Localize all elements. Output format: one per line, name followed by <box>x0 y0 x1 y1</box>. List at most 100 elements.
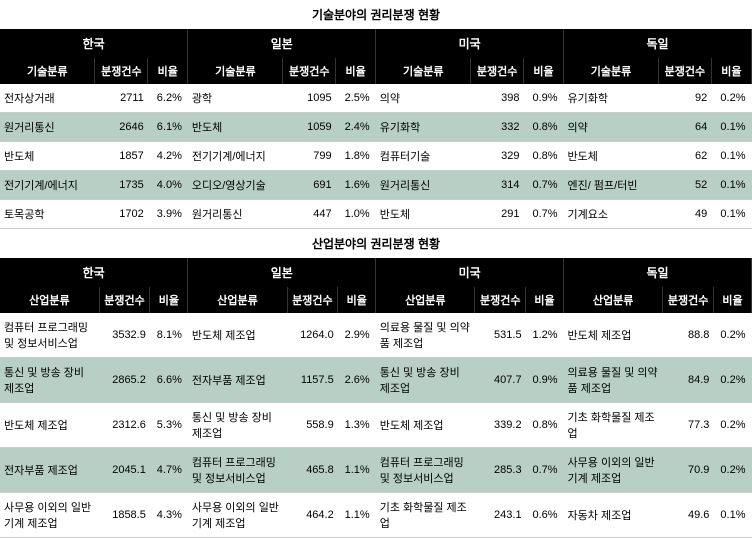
col-header: 비율 <box>148 58 188 84</box>
percent-cell: 5.3% <box>150 403 188 448</box>
col-header: 비율 <box>150 287 188 313</box>
country-header: 일본 <box>188 258 376 287</box>
count-cell: 1858.5 <box>99 493 150 538</box>
percent-cell: 8.1% <box>150 313 188 358</box>
count-cell: 84.9 <box>663 358 714 403</box>
count-cell: 49 <box>659 200 712 229</box>
col-header: 분쟁건수 <box>287 287 338 313</box>
count-cell: 64 <box>659 113 712 142</box>
col-header: 기술분류 <box>188 58 283 84</box>
table-row: 전기기계/에너지17354.0%오디오/영상기술6911.6%원거리통신3140… <box>0 171 752 200</box>
count-cell: 77.3 <box>663 403 714 448</box>
percent-cell: 6.6% <box>150 358 188 403</box>
percent-cell: 0.2% <box>713 358 751 403</box>
percent-cell: 2.5% <box>336 84 376 113</box>
col-header: 분쟁건수 <box>471 58 524 84</box>
percent-cell: 4.0% <box>148 171 188 200</box>
count-cell: 1157.5 <box>287 358 338 403</box>
col-header: 비율 <box>711 58 751 84</box>
percent-cell: 0.1% <box>711 142 751 171</box>
count-cell: 243.1 <box>475 493 526 538</box>
table-row: 컴퓨터 프로그래밍 및 정보서비스업3532.98.1% 반도체 제조업 1264.… <box>0 313 752 358</box>
country-header: 일본 <box>188 29 376 58</box>
col-header: 산업분류 <box>188 287 287 313</box>
category-cell: 컴퓨터 프로그래밍 및 정보서비스업 <box>376 448 475 493</box>
count-cell: 1264.0 <box>287 313 338 358</box>
count-cell: 447 <box>283 200 336 229</box>
col-header: 분쟁건수 <box>95 58 148 84</box>
count-cell: 92 <box>659 84 712 113</box>
count-cell: 558.9 <box>287 403 338 448</box>
category-cell: 유기화학 <box>564 84 659 113</box>
col-header: 산업분류 <box>564 287 663 313</box>
col-header: 분쟁건수 <box>659 58 712 84</box>
col-header: 비율 <box>713 287 751 313</box>
category-cell: 반도체 제조업 <box>564 313 663 358</box>
category-cell: 전기기계/에너지 <box>188 142 283 171</box>
section2-table: 한국 일본 미국 독일 산업분류 분쟁건수 비율 산업분류 분쟁건수 비율 산업… <box>0 258 752 538</box>
percent-cell: 0.1% <box>713 493 751 538</box>
category-cell: 자동차 제조업 <box>564 493 663 538</box>
percent-cell: 2.6% <box>338 358 376 403</box>
country-header: 미국 <box>376 29 564 58</box>
percent-cell: 0.2% <box>713 448 751 493</box>
section1-title: 기술분야의 권리분쟁 현황 <box>0 0 752 29</box>
col-header: 분쟁건수 <box>663 287 714 313</box>
percent-cell: 0.2% <box>711 84 751 113</box>
percent-cell: 2.9% <box>338 313 376 358</box>
table-row: 통신 및 방송 장비 제조업2865.26.6%전자부품 제조업1157.52.… <box>0 358 752 403</box>
percent-cell: 6.1% <box>148 113 188 142</box>
percent-cell: 0.1% <box>711 171 751 200</box>
country-header: 한국 <box>0 258 188 287</box>
category-cell: 원거리통신 <box>188 200 283 229</box>
category-cell: 오디오/영상기술 <box>188 171 283 200</box>
percent-cell: 4.7% <box>150 448 188 493</box>
percent-cell: 0.7% <box>523 200 563 229</box>
category-cell: 의료용 물질 및 의약품 제조업 <box>376 313 475 358</box>
category-cell: 반도체 <box>0 142 95 171</box>
count-cell: 291 <box>471 200 524 229</box>
category-cell: 엔진/ 펌프/터빈 <box>564 171 659 200</box>
count-cell: 2711 <box>95 84 148 113</box>
category-cell: 통신 및 방송 장비 제조업 <box>376 358 475 403</box>
count-cell: 2646 <box>95 113 148 142</box>
percent-cell: 4.2% <box>148 142 188 171</box>
percent-cell: 4.3% <box>150 493 188 538</box>
count-cell: 531.5 <box>475 313 526 358</box>
category-cell: 기초 화학물질 제조업 <box>376 493 475 538</box>
category-cell: 통신 및 방송 장비 제조업 <box>188 403 287 448</box>
category-cell: 사무용 이외의 일반 기계 제조업 <box>188 493 287 538</box>
category-cell: 토목공학 <box>0 200 95 229</box>
percent-cell: 1.3% <box>338 403 376 448</box>
col-header: 산업분류 <box>376 287 475 313</box>
col-header: 기술분류 <box>376 58 471 84</box>
count-cell: 465.8 <box>287 448 338 493</box>
count-cell: 70.9 <box>663 448 714 493</box>
count-cell: 2312.6 <box>99 403 150 448</box>
category-cell: 의료용 물질 및 의약품 제조업 <box>564 358 663 403</box>
col-header: 분쟁건수 <box>283 58 336 84</box>
percent-cell: 1.6% <box>336 171 376 200</box>
count-cell: 1702 <box>95 200 148 229</box>
percent-cell: 0.1% <box>711 113 751 142</box>
count-cell: 332 <box>471 113 524 142</box>
col-header: 분쟁건수 <box>99 287 150 313</box>
category-cell: 유기화학 <box>376 113 471 142</box>
country-header-row: 한국 일본 미국 독일 <box>0 29 752 58</box>
category-cell: 광학 <box>188 84 283 113</box>
count-cell: 329 <box>471 142 524 171</box>
category-cell: 의약 <box>376 84 471 113</box>
category-cell: 전자상거래 <box>0 84 95 113</box>
table-row: 토목공학17023.9%원거리통신4471.0%반도체2910.7%기계요소49… <box>0 200 752 229</box>
section2-title: 산업분야의 권리분쟁 현황 <box>0 229 752 258</box>
country-header: 독일 <box>564 29 752 58</box>
percent-cell: 0.2% <box>713 313 751 358</box>
col-header: 산업분류 <box>0 287 99 313</box>
category-cell: 컴퓨터 프로그래밍 및 정보서비스업 <box>0 313 99 358</box>
table-row: 원거리통신26466.1%반도체10592.4%유기화학3320.8%의약640… <box>0 113 752 142</box>
percent-cell: 1.1% <box>338 493 376 538</box>
category-cell: 컴퓨터 프로그래밍 및 정보서비스업 <box>188 448 287 493</box>
count-cell: 3532.9 <box>99 313 150 358</box>
category-cell: 사무용 이외의 일반 기계 제조업 <box>564 448 663 493</box>
category-cell: 반도체 <box>188 113 283 142</box>
